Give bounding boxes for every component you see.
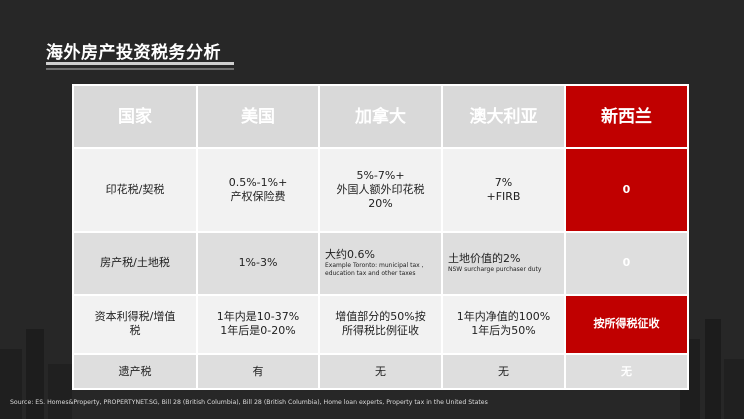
cell-nz-property: 0 — [564, 230, 689, 296]
cell-line: 所得税比例征收 — [342, 324, 419, 338]
header-australia: 澳大利亚 — [441, 84, 566, 149]
cell-note: NSW surcharge purchaser duty — [448, 266, 542, 274]
row-label-property-tax: 房产税/土地税 — [72, 230, 198, 296]
cell-canada-capital: 增值部分的50%按 所得税比例征收 — [318, 293, 443, 356]
row-label-capital-gains: 资本利得税/增值 税 — [72, 293, 198, 356]
cell-australia-stamp: 7% +FIRB — [441, 147, 566, 233]
header-country: 国家 — [72, 84, 198, 149]
header-usa: 美国 — [196, 84, 320, 149]
cell-line: 外国人额外印花税 — [336, 182, 425, 196]
cell-nz-stamp: 0 — [564, 147, 689, 233]
cell-line: 税 — [129, 324, 141, 338]
cell-line: 20% — [368, 196, 393, 210]
cell-line: +FIRB — [486, 189, 521, 203]
table-row: 资本利得税/增值 税 1年内是10-37% 1年后是0-20% 增值部分的50%… — [72, 293, 689, 356]
cell-line: 1年后是0-20% — [220, 324, 296, 338]
title-underline-shadow — [46, 68, 234, 70]
cell-main-text: 大约0.6% — [325, 248, 375, 262]
cell-note: education tax and other taxes — [325, 270, 416, 278]
cell-usa-inheritance: 有 — [196, 353, 320, 390]
cell-line: 增值部分的50%按 — [335, 310, 426, 324]
cell-line: 1年内是10-37% — [216, 310, 300, 324]
cell-line: 产权保险费 — [230, 189, 286, 203]
cell-line: 5%-7%+ — [356, 168, 405, 182]
table-row: 房产税/土地税 1%-3% 大约0.6% Example Toronto: mu… — [72, 230, 689, 296]
cell-nz-inheritance: 无 — [564, 353, 689, 390]
cell-australia-property: 土地价值的2% NSW surcharge purchaser duty — [441, 230, 566, 296]
cell-canada-stamp: 5%-7%+ 外国人额外印花税 20% — [318, 147, 443, 233]
cell-usa-property: 1%-3% — [196, 230, 320, 296]
cell-canada-inheritance: 无 — [318, 353, 443, 390]
cell-line: 资本利得税/增值 — [94, 310, 176, 324]
cell-note: Example Toronto: municipal tax , — [325, 262, 424, 270]
table-row: 印花税/契税 0.5%-1%+ 产权保险费 5%-7%+ 外国人额外印花税 20… — [72, 147, 689, 233]
cell-line: 1年后为50% — [471, 324, 536, 338]
cell-line: 1年内净值的100% — [456, 310, 551, 324]
source-footnote: Source: ES. Homes&Property, PROPERTYNET.… — [10, 399, 488, 406]
cell-nz-capital: 按所得税征收 — [564, 293, 689, 356]
cell-usa-capital: 1年内是10-37% 1年后是0-20% — [196, 293, 320, 356]
cell-australia-inheritance: 无 — [441, 353, 566, 390]
cell-line: 0.5%-1%+ — [228, 175, 288, 189]
table-row: 遗产税 有 无 无 无 — [72, 353, 689, 390]
cell-line: 7% — [494, 175, 513, 189]
cell-main-text: 土地价值的2% — [448, 252, 521, 266]
cell-usa-stamp: 0.5%-1%+ 产权保险费 — [196, 147, 320, 233]
row-label-stamp-duty: 印花税/契税 — [72, 147, 198, 233]
cell-australia-capital: 1年内净值的100% 1年后为50% — [441, 293, 566, 356]
header-canada: 加拿大 — [318, 84, 443, 149]
header-new-zealand: 新西兰 — [564, 84, 689, 149]
cell-canada-property: 大约0.6% Example Toronto: municipal tax , … — [318, 230, 443, 296]
table-header-row: 国家 美国 加拿大 澳大利亚 新西兰 — [72, 84, 689, 149]
tax-comparison-table: 国家 美国 加拿大 澳大利亚 新西兰 印花税/契税 0.5%-1%+ 产权保险费… — [72, 84, 689, 390]
page-title: 海外房产投资税务分析 — [46, 43, 221, 63]
row-label-inheritance: 遗产税 — [72, 353, 198, 390]
title-underline — [46, 62, 234, 65]
